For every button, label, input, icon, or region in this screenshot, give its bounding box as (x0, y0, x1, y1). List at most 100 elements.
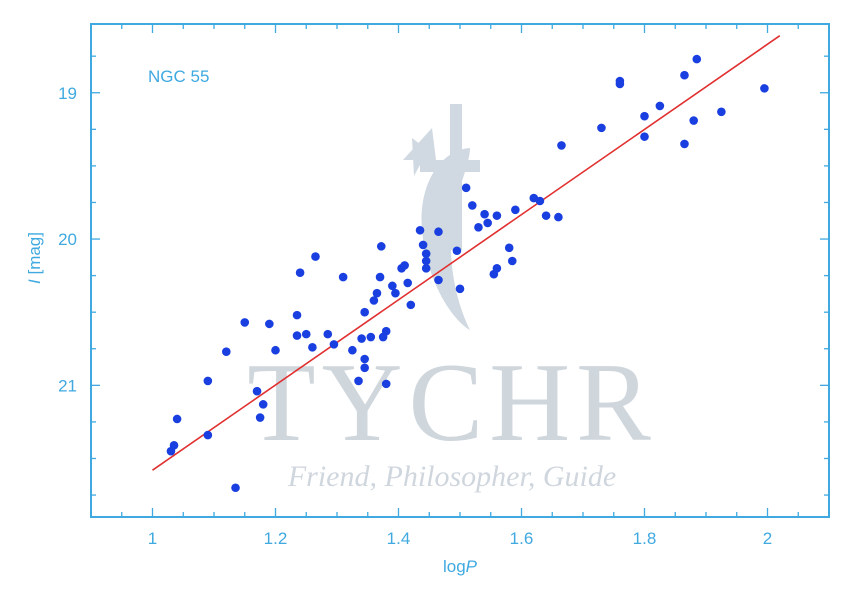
data-point (541, 211, 551, 220)
data-point (492, 264, 502, 273)
x-tick-label: 2 (763, 529, 772, 548)
y-tick-label: 21 (58, 376, 77, 395)
data-point (258, 400, 268, 409)
watermark-logo-icon (403, 104, 480, 330)
fit-line (152, 35, 781, 471)
data-point (421, 249, 431, 258)
data-point (372, 288, 382, 298)
fit-line-group (152, 35, 781, 471)
data-point (640, 132, 649, 141)
x-tick-label: 1.4 (387, 529, 411, 548)
data-point (692, 54, 702, 64)
data-point (717, 107, 726, 117)
data-point (680, 139, 689, 149)
data-point (511, 205, 520, 215)
data-point (376, 242, 386, 251)
data-point (366, 332, 376, 342)
watermark-name: TYCHR (247, 341, 657, 465)
data-point (554, 212, 563, 222)
data-point (689, 116, 698, 125)
data-point (421, 264, 431, 273)
data-point (452, 246, 462, 256)
data-point (461, 183, 471, 193)
data-point (381, 379, 391, 389)
axis-ticks (90, 24, 830, 517)
y-tick-label: 19 (58, 84, 77, 103)
data-point (434, 275, 443, 285)
data-point (418, 240, 428, 250)
y-axis-label: I [mag] (25, 232, 44, 284)
y-tick-label: 20 (58, 230, 77, 249)
data-point (640, 111, 649, 121)
data-point (222, 347, 231, 356)
x-axis-label: logP (443, 557, 478, 576)
data-point (169, 441, 179, 450)
data-point (415, 225, 425, 235)
watermark-tagline: Friend, Philosopher, Guide (287, 460, 616, 493)
data-point (301, 329, 311, 339)
data-point (360, 307, 369, 317)
data-point (434, 227, 443, 237)
data-point (615, 79, 625, 89)
data-point (255, 413, 265, 422)
data-point (203, 430, 213, 440)
data-point (357, 334, 366, 343)
data-point (308, 343, 317, 352)
x-tick-labels: 1 1.2 1.4 1.6 1.8 2 (148, 529, 772, 548)
data-point (421, 256, 431, 266)
data-point (388, 281, 397, 291)
data-point (391, 288, 400, 298)
data-point (172, 414, 182, 424)
data-point (492, 211, 502, 220)
data-point (271, 345, 280, 355)
x-tick-label: 1.2 (264, 529, 288, 548)
x-tick-label: 1 (148, 529, 157, 548)
data-point (504, 243, 514, 253)
data-point (360, 363, 369, 373)
data-point (483, 218, 492, 228)
data-point (338, 272, 348, 282)
data-point (203, 376, 213, 386)
x-tick-label: 1.8 (633, 529, 657, 548)
data-point (354, 376, 363, 386)
watermark: TYCHR Friend, Philosopher, Guide (247, 104, 657, 493)
plot-annotation: NGC 55 (148, 67, 209, 86)
data-point (329, 340, 339, 349)
data-point (292, 310, 302, 320)
data-point (348, 345, 357, 355)
data-points (166, 54, 769, 493)
data-point (760, 84, 769, 93)
x-tick-label: 1.6 (510, 529, 534, 548)
data-point (252, 386, 262, 396)
data-point (240, 318, 250, 327)
data-point (295, 268, 305, 277)
x-axis-label-italic: P (466, 557, 478, 576)
data-point (507, 256, 517, 266)
data-point (557, 141, 566, 150)
data-point (597, 123, 606, 133)
x-axis-label-base: log (443, 557, 466, 576)
data-point (375, 272, 385, 282)
data-point (369, 296, 379, 305)
data-point (265, 319, 274, 329)
data-point (474, 223, 483, 232)
data-point (480, 209, 489, 219)
y-axis-label-italic: I (25, 279, 44, 284)
y-axis-label-rest: [mag] (25, 232, 44, 279)
data-point (400, 261, 409, 270)
data-point (680, 70, 689, 80)
data-point (292, 331, 302, 340)
y-tick-labels: 19 20 21 (58, 84, 77, 396)
data-point (403, 278, 413, 288)
data-point (311, 252, 320, 261)
data-point (655, 101, 665, 111)
data-point (323, 329, 333, 339)
data-point (231, 483, 240, 493)
data-point (360, 354, 369, 364)
data-point (406, 300, 416, 310)
data-point (455, 284, 465, 294)
data-point (468, 201, 477, 210)
data-point (535, 196, 545, 206)
data-point (381, 326, 391, 336)
